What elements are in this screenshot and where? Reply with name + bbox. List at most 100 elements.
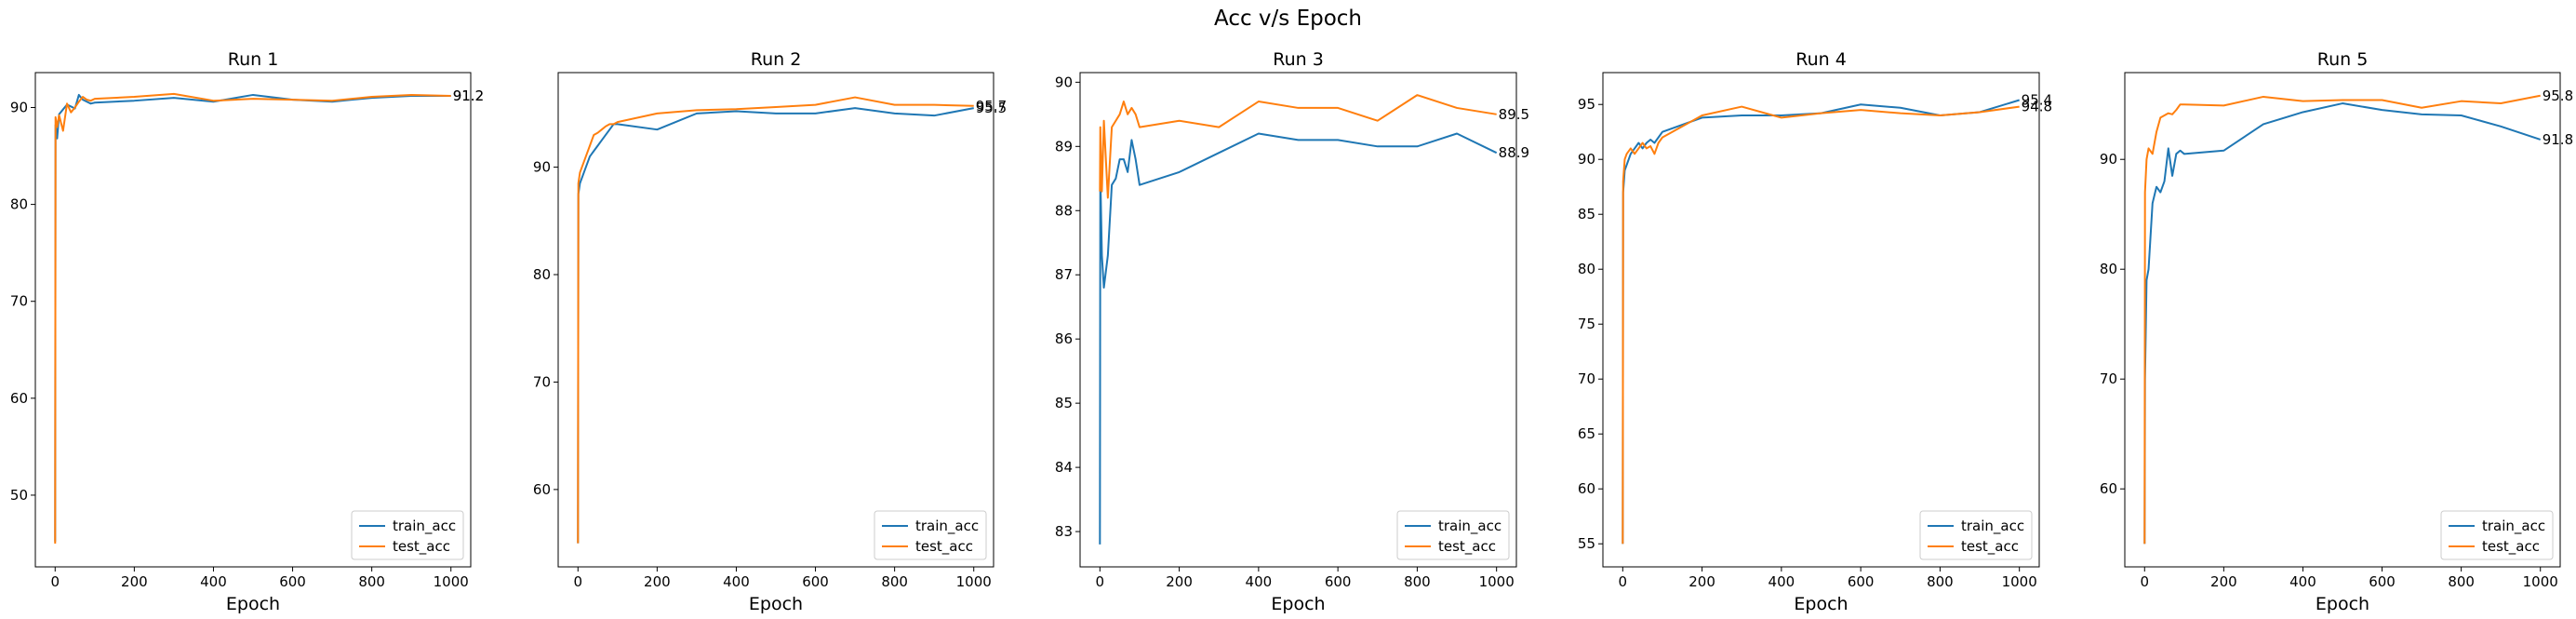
x-tick-label: 1000 [2523,573,2558,590]
x-tick-label: 800 [1404,573,1431,590]
y-tick-label: 90 [1055,74,1073,90]
x-tick-label: 400 [200,573,227,590]
y-tick-label: 89 [1055,138,1073,155]
y-tick-label: 70 [1578,370,1595,387]
run-panel-2: Run 2 0 200 400 600 800 1000 60 70 80 90 95.595.7 Ep… [533,49,1007,614]
panel-title: Run 3 [1273,49,1324,70]
run-panel-1: Run 10 200 400 600 800 1000506070809091.291.2… [10,49,484,614]
y-tick-label: 70 [10,293,28,310]
x-tick-label: 600 [279,573,306,590]
y-tick-label: 55 [1578,535,1595,552]
end-value-label: 91.2 [453,87,484,104]
y-tick-label: 70 [2100,370,2117,387]
y-tick-label: 90 [10,99,28,115]
legend-label: test_acc [2482,538,2540,556]
y-tick-label: 70 [533,373,551,390]
x-tick-label: 0 [50,573,60,590]
legend-label: test_acc [393,538,450,556]
legend: train_acc test_acc [1396,510,1510,560]
y-tick-label: 90 [1578,151,1595,168]
x-tick-label: 0 [2140,573,2149,590]
x-tick-label: 600 [1848,573,1875,590]
y-tick-label: 87 [1055,266,1073,283]
axes-frame [34,72,472,568]
panel-title: Run 2 [751,49,802,70]
series-line-train-acc [1622,99,2020,545]
panel-title: Run 4 [1795,49,1847,70]
x-tick-label: 0 [1619,573,1628,590]
end-value-label: 95.4 [2022,92,2052,109]
y-tick-label: 65 [1578,425,1595,442]
y-tick-label: 60 [2100,480,2117,497]
x-tick-label: 800 [2448,573,2475,590]
end-value-label: 88.9 [1499,144,1529,161]
end-value-label: 95.7 [976,98,1007,114]
legend: train_acc test_acc [2440,510,2554,560]
y-tick-label: 85 [1578,206,1595,222]
x-tick-label: 600 [2369,573,2396,590]
x-axis-label: Epoch [1794,594,1848,614]
y-tick-label: 80 [1578,261,1595,277]
y-tick-label: 85 [1055,395,1073,411]
axes-frame [557,72,994,568]
end-value-label: 95.8 [2543,87,2573,104]
x-tick-label: 1000 [2002,573,2037,590]
axes-frame [2124,72,2561,568]
series-line-test-acc [577,96,974,544]
y-tick-label: 50 [10,487,28,504]
panel-title: Run 5 [2317,49,2369,70]
x-tick-label: 200 [2210,573,2237,590]
x-tick-label: 800 [1927,573,1954,590]
y-tick-label: 60 [10,390,28,407]
x-tick-label: 400 [2289,573,2316,590]
x-tick-label: 1000 [434,573,469,590]
series-line-test-acc [2143,94,2541,545]
end-value-label: 91.2 [453,87,484,104]
x-tick-label: 1000 [1479,573,1515,590]
series-line-test-acc [54,92,451,545]
end-value-label: 91.8 [2543,131,2573,148]
legend: train_acc test_acc [1919,510,2033,560]
x-axis-label: Epoch [1271,594,1325,614]
x-tick-label: 400 [1246,573,1273,590]
run-panel-5: Run 5 0 200 400 600 800 1000 60 70 80 90 91.8 95.8 Ep… [2100,49,2573,614]
x-tick-label: 200 [644,573,671,590]
y-tick-label: 83 [1055,523,1073,540]
y-tick-label: 86 [1055,330,1073,347]
legend-label: test_acc [915,538,973,556]
y-tick-label: 95 [1578,96,1595,113]
x-tick-label: 600 [1325,573,1352,590]
y-tick-label: 75 [1578,316,1595,332]
x-tick-label: 800 [881,573,908,590]
series-line-train-acc [1099,132,1498,545]
x-tick-label: 0 [573,573,582,590]
legend: train_acc test_acc [874,510,987,560]
series-line-train-acc [577,107,974,544]
legend-label: train_acc [915,518,979,535]
y-tick-label: 80 [2100,261,2117,277]
axes-frame [1079,72,1517,568]
y-tick-label: 90 [2100,151,2117,168]
end-value-label: 94.8 [2022,99,2052,115]
panel-title: Run 1 [228,49,279,70]
y-tick-label: 60 [533,481,551,498]
x-tick-label: 200 [1688,573,1715,590]
run-panel-3: Run 3 0 200 400 600 800 1000 83 84 85 86 87 88 89 90 88… [1055,49,1529,614]
x-tick-label: 200 [121,573,148,590]
y-tick-label: 60 [1578,480,1595,497]
y-tick-label: 84 [1055,459,1073,476]
x-tick-label: 600 [802,573,829,590]
x-tick-label: 200 [1166,573,1193,590]
legend-label: train_acc [393,518,456,535]
end-value-label: 95.5 [976,100,1007,116]
y-tick-label: 88 [1055,202,1073,219]
legend-label: train_acc [2482,518,2545,535]
x-tick-label: 1000 [956,573,992,590]
y-tick-label: 80 [533,266,551,283]
legend-label: test_acc [1438,538,1496,556]
x-axis-label: Epoch [226,594,280,614]
x-tick-label: 800 [358,573,385,590]
axes-frame [1602,72,2040,568]
y-tick-label: 90 [533,159,551,176]
